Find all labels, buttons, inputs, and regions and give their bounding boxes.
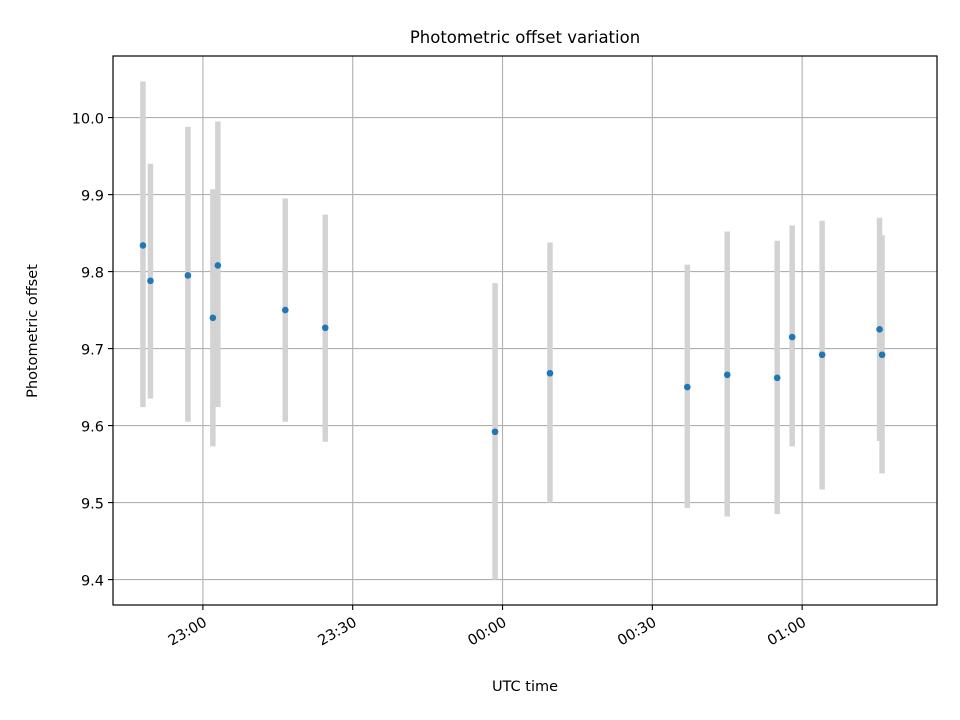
- data-point: [876, 326, 883, 333]
- chart-title: Photometric offset variation: [410, 28, 640, 47]
- plot-area-frame: [112, 55, 938, 606]
- data-point: [209, 314, 217, 322]
- data-point: [878, 351, 886, 359]
- y-tick-label: 10.0: [72, 112, 104, 128]
- data-points: [139, 242, 886, 436]
- data-point: [214, 262, 222, 269]
- x-axis-label: UTC time: [492, 679, 558, 695]
- grid-lines: [113, 56, 937, 605]
- data-point: [147, 277, 154, 285]
- data-point: [139, 242, 147, 249]
- data-point: [321, 324, 329, 332]
- data-point: [788, 333, 796, 341]
- data-point: [491, 428, 499, 436]
- y-tick-label: 9.4: [81, 574, 104, 590]
- y-tick-label: 9.8: [81, 266, 104, 282]
- data-point: [818, 351, 826, 359]
- data-point: [723, 371, 731, 379]
- y-axis-label: Photometric offset: [25, 264, 41, 398]
- y-tick-label: 9.9: [81, 189, 104, 205]
- data-point: [773, 374, 781, 382]
- data-point: [281, 306, 289, 314]
- data-point: [546, 369, 554, 377]
- y-tick-label: 9.7: [81, 343, 104, 359]
- y-tick-label: 9.6: [81, 420, 104, 436]
- data-point: [184, 272, 192, 279]
- y-tick-label: 9.5: [81, 497, 104, 513]
- data-point: [684, 383, 691, 391]
- y-axis-ticks: 9.4 9.5 9.6 9.7 9.8 9.9 10.0: [72, 112, 113, 590]
